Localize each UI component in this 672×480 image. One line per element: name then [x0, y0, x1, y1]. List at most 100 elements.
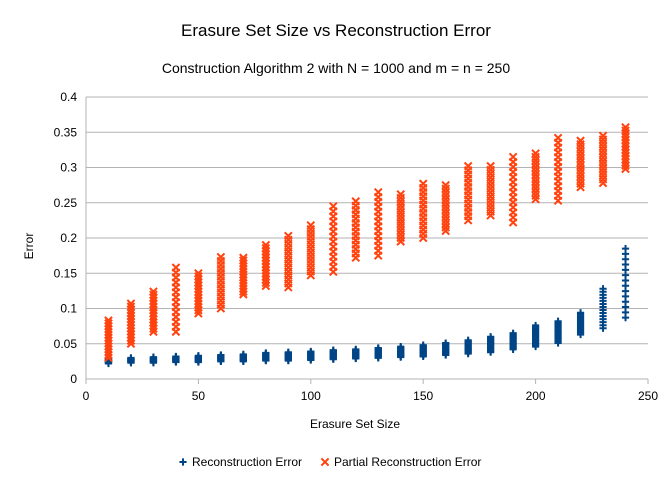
- data-point: [621, 132, 630, 142]
- data-point: [329, 346, 337, 354]
- data-point: [487, 333, 495, 341]
- y-tick-label: 0: [70, 372, 77, 386]
- data-point: [621, 161, 630, 171]
- chart-subtitle: Construction Algorithm 2 with N = 1000 a…: [162, 60, 510, 76]
- legend: Reconstruction Error Partial Reconstructi…: [179, 455, 481, 469]
- y-tick-label: 0.25: [54, 196, 78, 210]
- data-point: [284, 231, 293, 241]
- y-tick-label: 0.3: [60, 161, 77, 175]
- data-point: [553, 133, 563, 143]
- data-point: [194, 272, 203, 281]
- data-point: [532, 321, 540, 330]
- data-point: [419, 341, 427, 349]
- data-point: [576, 309, 585, 317]
- data-point: [104, 319, 113, 328]
- y-axis-ticks: 0 0.05 0.1 0.15 0.2 0.25 0.3 0.35 0.4: [54, 90, 78, 386]
- y-tick-label: 0.2: [60, 231, 77, 245]
- x-tick-label: 250: [638, 389, 658, 403]
- y-tick-label: 0.15: [54, 266, 78, 280]
- data-point: [396, 189, 406, 199]
- data-point: [621, 155, 630, 164]
- data-point: [374, 344, 382, 352]
- data-point: [621, 123, 630, 132]
- data-point: [373, 187, 383, 197]
- gridlines: [86, 96, 648, 345]
- series-partial-reconstruction-error: [104, 123, 630, 363]
- data-point: [621, 158, 630, 167]
- data-point: [441, 180, 450, 190]
- data-point: [284, 348, 292, 356]
- x-tick-label: 200: [526, 389, 546, 403]
- legend-label: Partial Reconstruction Error: [334, 455, 481, 469]
- y-tick-label: 0.05: [54, 337, 78, 351]
- data-point: [418, 179, 428, 189]
- data-point: [621, 135, 630, 145]
- legend-label: Reconstruction Error: [192, 455, 302, 469]
- data-point: [621, 139, 630, 148]
- x-tick-label: 50: [192, 389, 206, 403]
- data-point: [621, 151, 630, 161]
- data-point: [397, 342, 405, 351]
- data-point: [463, 161, 473, 171]
- data-point: [149, 290, 158, 299]
- data-point: [261, 256, 271, 266]
- data-point: [621, 126, 630, 135]
- data-point: [149, 287, 158, 296]
- x-axis-ticks: 0 50 100 150 200 250: [83, 379, 658, 403]
- data-point: [261, 262, 271, 272]
- data-point: [126, 302, 136, 311]
- data-point: [261, 272, 271, 281]
- data-point: [171, 263, 181, 272]
- x-tick-label: 0: [83, 389, 90, 403]
- data-point: [239, 253, 248, 263]
- data-point: [149, 353, 158, 361]
- data-point: [261, 253, 271, 262]
- y-tick-label: 0.1: [60, 302, 77, 316]
- data-point: [621, 244, 630, 253]
- data-point: [621, 164, 630, 174]
- data-point: [464, 336, 472, 344]
- data-point: [217, 351, 225, 359]
- data-point: [307, 347, 315, 356]
- data-point: [261, 265, 271, 275]
- data-point: [621, 142, 630, 151]
- x-axis-label: Erasure Set Size: [310, 417, 400, 431]
- data-point: [599, 285, 607, 293]
- y-axis-label: Error: [22, 233, 36, 260]
- data-point: [442, 339, 450, 347]
- data-point: [508, 152, 518, 162]
- data-point: [239, 350, 247, 358]
- x-tick-label: 150: [413, 389, 433, 403]
- legend-x-icon: [320, 457, 330, 467]
- y-tick-label: 0.4: [60, 90, 77, 104]
- axes: [85, 97, 648, 380]
- data-point: [554, 317, 562, 325]
- data-point: [262, 349, 270, 357]
- data-point: [216, 252, 226, 262]
- data-point: [576, 136, 585, 146]
- data-point: [194, 268, 203, 278]
- data-point: [261, 240, 271, 250]
- data-point: [261, 281, 271, 291]
- data-point: [621, 145, 630, 155]
- data-point: [621, 129, 630, 139]
- legend-plus-icon: [179, 458, 187, 466]
- data-point: [261, 247, 271, 256]
- data-point: [127, 354, 135, 362]
- data-point: [172, 352, 180, 361]
- x-tick-label: 100: [301, 389, 321, 403]
- data-point: [261, 259, 271, 269]
- data-point: [194, 352, 202, 360]
- chart-title: Erasure Set Size vs Reconstruction Error: [181, 21, 491, 40]
- data-point: [261, 278, 271, 288]
- data-point: [239, 256, 248, 265]
- data-point: [486, 161, 495, 171]
- data-point: [261, 243, 271, 253]
- data-point: [261, 269, 271, 278]
- data-point: [261, 250, 271, 259]
- series-reconstruction-error: [104, 244, 630, 368]
- data-point: [126, 299, 136, 308]
- data-point: [531, 149, 540, 158]
- data-point: [328, 201, 338, 211]
